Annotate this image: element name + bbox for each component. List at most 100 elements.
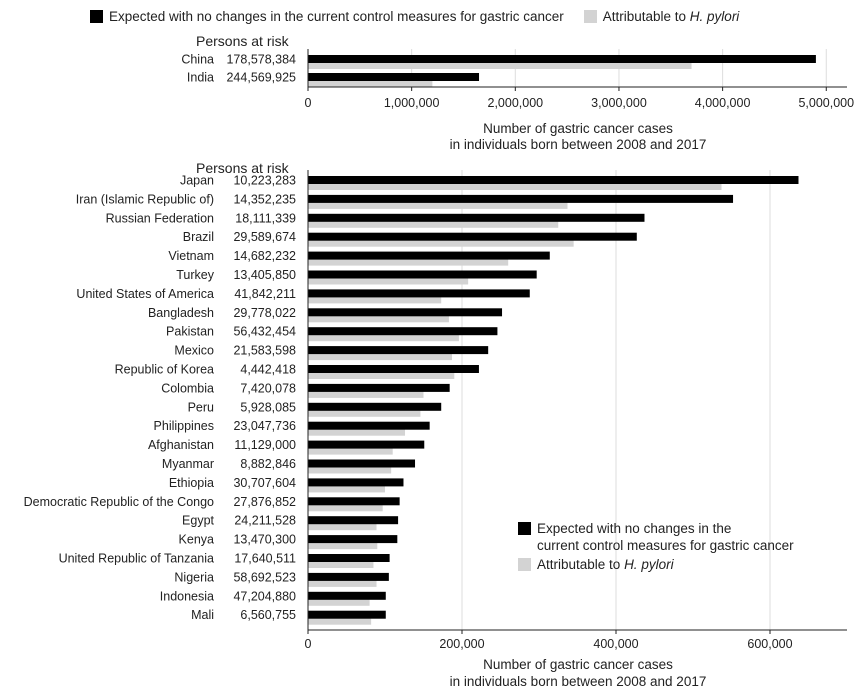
panel2-bar-expected bbox=[308, 497, 400, 506]
panel1-bar-hpylori bbox=[308, 61, 692, 69]
legend-bottom-item-expected: Expected with no changes in the current … bbox=[518, 520, 794, 554]
panel2-country-label: Japan bbox=[180, 174, 214, 188]
panel1-x-axis-label: Number of gastric cancer cases bbox=[483, 121, 673, 136]
panel2-bar-hpylori bbox=[308, 616, 372, 625]
panel2-bar-expected bbox=[308, 365, 479, 373]
panel2-bar-hpylori bbox=[308, 560, 374, 568]
panel2-persons-at-risk-value: 21,583,598 bbox=[233, 344, 296, 358]
panel2-bar-hpylori bbox=[308, 200, 568, 209]
panel2-persons-at-risk-value: 58,692,523 bbox=[233, 570, 296, 584]
panel2-persons-at-risk-value: 56,432,454 bbox=[233, 325, 296, 339]
panel2-country-label: Pakistan bbox=[166, 325, 214, 339]
panel2-bar-hpylori bbox=[308, 578, 377, 587]
panel2-country-label: Ethiopia bbox=[169, 476, 214, 490]
panel2-bar-hpylori bbox=[308, 503, 383, 512]
panel2-persons-at-risk-value: 8,882,846 bbox=[240, 457, 296, 471]
panel2-bar-hpylori bbox=[308, 408, 421, 417]
panel1-x-tick-label: 5,000,000 bbox=[798, 96, 854, 110]
panel1-bar-hpylori bbox=[308, 79, 433, 87]
panel2-x-tick-label: 600,000 bbox=[747, 637, 792, 651]
legend-bottom-label-hpylori-italic: H. pylori bbox=[624, 557, 674, 572]
panel2-bar-expected bbox=[308, 232, 637, 241]
legend-swatch-hpylori bbox=[583, 10, 597, 23]
panel2-country-label: United Republic of Tanzania bbox=[59, 552, 214, 566]
panel1-x-tick-label: 3,000,000 bbox=[591, 96, 647, 110]
panel2-bar-expected bbox=[308, 554, 390, 562]
panel2-bar-hpylori bbox=[308, 522, 377, 531]
legend-bottom-label-hpylori: Attributable to H. pylori bbox=[537, 556, 674, 573]
legend-bottom-label-expected: Expected with no changes in the current … bbox=[537, 521, 794, 553]
panel2-bar-hpylori bbox=[308, 257, 509, 266]
panel2-bar-expected bbox=[308, 251, 550, 260]
panel2-bar-hpylori bbox=[308, 541, 378, 550]
panel2-bar-hpylori bbox=[308, 182, 722, 190]
panel2-bar-hpylori bbox=[308, 446, 393, 455]
panel2-persons-at-risk-header: Persons at risk bbox=[196, 160, 290, 176]
legend-label-hpylori-italic: H. pylori bbox=[689, 9, 740, 24]
panel1-x-axis-label: in individuals born between 2008 and 201… bbox=[450, 137, 707, 152]
legend-label-expected: Expected with no changes in the current … bbox=[109, 9, 564, 24]
legend-label-hpylori-prefix: Attributable to bbox=[602, 9, 690, 24]
panel1-persons-at-risk-header: Persons at risk bbox=[196, 33, 290, 49]
panel1-persons-at-risk-value: 244,569,925 bbox=[226, 71, 296, 85]
panel2-bar-hpylori bbox=[308, 295, 442, 304]
panel2-bar-expected bbox=[308, 591, 386, 600]
panel2-country-label: Turkey bbox=[176, 268, 214, 282]
panel2-persons-at-risk-value: 17,640,511 bbox=[234, 552, 296, 566]
panel2-x-axis-label: Number of gastric cancer cases bbox=[483, 657, 673, 672]
legend-bottom-label-hpylori-prefix: Attributable to bbox=[537, 557, 625, 572]
panel2-bar-expected bbox=[308, 346, 489, 355]
panel2-persons-at-risk-value: 47,204,880 bbox=[233, 589, 296, 603]
panel2-x-tick-label: 200,000 bbox=[439, 637, 484, 651]
panel2-bar-expected bbox=[308, 327, 498, 336]
panel2-country-label: Bangladesh bbox=[148, 306, 214, 320]
panel1-country-label: China bbox=[181, 53, 214, 67]
panel2-country-label: Indonesia bbox=[160, 589, 214, 603]
legend-top: Expected with no changes in the current … bbox=[90, 9, 739, 24]
panel2-persons-at-risk-value: 29,778,022 bbox=[233, 306, 296, 320]
panel2-persons-at-risk-value: 29,589,674 bbox=[233, 230, 296, 244]
panel2-bar-expected bbox=[308, 535, 398, 544]
panel2-bar-expected bbox=[308, 402, 442, 411]
panel2-bar-expected bbox=[308, 270, 537, 279]
panel2-bar-hpylori bbox=[308, 314, 449, 323]
panel2-persons-at-risk-value: 14,682,232 bbox=[233, 249, 296, 263]
panel2-bar-expected bbox=[308, 572, 389, 581]
legend-bottom-swatch-expected bbox=[518, 522, 531, 535]
panel1-bar-expected bbox=[308, 55, 816, 63]
legend-label-hpylori: Attributable to H. pylori bbox=[603, 9, 740, 24]
panel2-x-tick-label: 0 bbox=[305, 637, 312, 651]
panel2-country-label: Nigeria bbox=[174, 570, 214, 584]
panel2-persons-at-risk-value: 13,470,300 bbox=[233, 533, 296, 547]
panel2-bar-expected bbox=[308, 610, 386, 619]
panel2-country-label: Brazil bbox=[183, 230, 214, 244]
panel2-bar-hpylori bbox=[308, 219, 559, 228]
panel2-persons-at-risk-value: 7,420,078 bbox=[240, 381, 296, 395]
panel2-bar-expected bbox=[308, 459, 416, 468]
legend-swatch-expected bbox=[90, 10, 103, 23]
panel2-persons-at-risk-value: 4,442,418 bbox=[240, 363, 296, 377]
panel1-x-tick-label: 1,000,000 bbox=[384, 96, 440, 110]
panel2-bar-expected bbox=[308, 308, 503, 317]
panel2-bar-hpylori bbox=[308, 333, 459, 342]
panel2-bar-expected bbox=[308, 516, 399, 525]
panel2-country-label: Kenya bbox=[179, 533, 214, 547]
panel2-country-label: Colombia bbox=[161, 381, 214, 395]
panel2-persons-at-risk-value: 41,842,211 bbox=[234, 287, 296, 301]
panel2-bar-hpylori bbox=[308, 484, 385, 493]
panel2-bar-hpylori bbox=[308, 389, 424, 398]
legend-bottom: Expected with no changes in the current … bbox=[518, 520, 794, 575]
panel2-persons-at-risk-value: 23,047,736 bbox=[233, 419, 296, 433]
panel2-persons-at-risk-value: 11,129,000 bbox=[234, 438, 296, 452]
panel1-bar-expected bbox=[308, 73, 480, 81]
panel2-bar-expected bbox=[308, 194, 734, 203]
panel2-country-label: Egypt bbox=[182, 514, 214, 528]
panel2-persons-at-risk-value: 13,405,850 bbox=[233, 268, 296, 282]
panel2-bar-expected bbox=[308, 213, 645, 222]
panel2-persons-at-risk-value: 5,928,085 bbox=[240, 400, 296, 414]
panel2-bar-expected bbox=[308, 383, 450, 392]
panel2-persons-at-risk-value: 24,211,528 bbox=[234, 514, 296, 528]
panel2-bar-expected bbox=[308, 421, 430, 430]
panel2-country-label: Peru bbox=[188, 400, 214, 414]
